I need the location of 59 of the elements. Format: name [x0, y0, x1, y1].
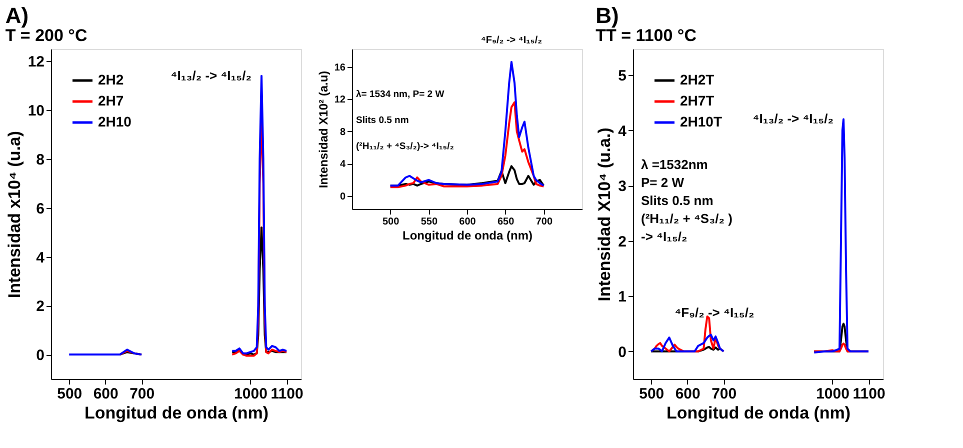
x-axis-title: Longitud de onda (nm)	[84, 404, 269, 422]
annotation: (²H₁₁/₂ + ⁴S₃/₂ )	[641, 211, 732, 226]
y-tick-label: 2	[36, 298, 44, 316]
x-tick-label: 700	[712, 386, 737, 402]
annotation: Slits 0.5 nm	[356, 115, 409, 126]
annotation: -> ⁴I₁₅/₂	[641, 229, 688, 244]
annotation: ⁴F₉/₂ -> ⁴I₁₅/₂	[480, 34, 542, 46]
x-tick-label: 700	[130, 386, 155, 402]
y-tick-label: 12	[334, 94, 346, 106]
y-axis-title: Intensidad x10⁴ (u.a)	[4, 130, 24, 298]
x-tick-label: 600	[675, 386, 700, 402]
y-tick-label: 0	[340, 192, 346, 203]
y-tick-label: 5	[618, 67, 626, 84]
x-tick-label: 500	[382, 216, 400, 228]
y-tick-label: 10	[28, 102, 44, 120]
legend-label: 2H2	[98, 72, 124, 88]
x-axis-title: Longitud de onda (nm)	[666, 404, 851, 422]
y-tick-label: 3	[618, 178, 626, 196]
y-tick-label: 1	[618, 288, 626, 306]
chart-title: B)	[596, 3, 619, 28]
annotation: ⁴I₁₃/₂ -> ⁴I₁₅/₂	[170, 68, 252, 83]
x-tick-label: 500	[639, 386, 664, 402]
x-tick-label: 1000	[816, 386, 850, 402]
y-tick-label: 4	[340, 159, 346, 170]
chart-title: A)	[5, 3, 29, 28]
x-tick-label: 1100	[270, 386, 304, 402]
x-tick-label: 600	[93, 386, 118, 402]
y-tick-label: 12	[28, 54, 44, 71]
annotation: Slits 0.5 nm	[641, 193, 714, 208]
y-tick-label: 4	[36, 249, 46, 266]
legend-label: 2H7	[98, 92, 124, 108]
x-tick-label: 1100	[852, 386, 886, 402]
annotation: (²H₁₁/₂ + ⁴S₃/₂)-> ⁴I₁₅/₂	[356, 141, 454, 152]
annotation: λ= 1534 nm, P= 2 W	[356, 89, 444, 100]
x-axis-title: Longitud de onda (nm)	[402, 228, 532, 242]
legend-label: 2H10T	[680, 114, 722, 130]
x-tick-label: 600	[459, 216, 476, 228]
y-tick-label: 6	[36, 200, 44, 218]
annotation: ⁴I₁₃/₂ -> ⁴I₁₅/₂	[752, 111, 834, 126]
x-tick-label: 500	[57, 386, 82, 402]
annotation: ⁴F₉/₂ -> ⁴I₁₅/₂	[674, 304, 755, 320]
legend-label: 2H7T	[680, 92, 715, 108]
y-tick-label: 0	[36, 347, 44, 364]
x-tick-label: 700	[536, 216, 553, 228]
annotation: λ =1532nm	[641, 157, 708, 172]
legend-label: 2H10	[98, 114, 132, 130]
x-tick-label: 550	[420, 216, 438, 228]
y-tick-label: 8	[36, 152, 44, 168]
y-tick-label: 8	[340, 126, 346, 138]
y-tick-label: 0	[618, 344, 626, 361]
y-axis-title: Intensidad X10⁴ (u.a.)	[595, 128, 614, 302]
y-axis-title: Intensidad X10² (a.u)	[316, 70, 330, 188]
y-tick-label: 16	[334, 62, 346, 74]
y-tick-label: 4	[618, 122, 628, 140]
x-tick-label: 1000	[234, 386, 268, 402]
y-tick-label: 2	[618, 233, 626, 250]
legend-label: 2H2T	[680, 72, 715, 88]
annotation: P= 2 W	[641, 175, 685, 190]
x-tick-label: 650	[497, 216, 515, 228]
